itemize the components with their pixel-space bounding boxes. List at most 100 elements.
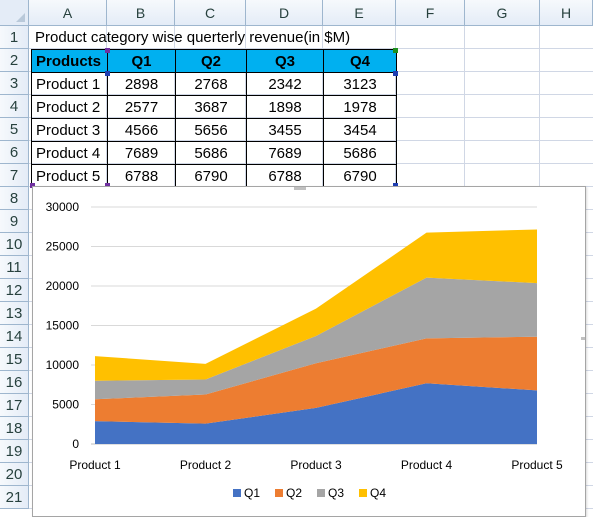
x-tick-label: Product 4 bbox=[401, 458, 453, 472]
table-header-cell[interactable]: Q1 bbox=[107, 49, 176, 73]
revenue-cell[interactable]: 3455 bbox=[246, 118, 324, 142]
legend-label-q1: Q1 bbox=[244, 486, 260, 500]
row-header-11[interactable]: 11 bbox=[0, 256, 29, 279]
column-header-d[interactable]: D bbox=[246, 0, 323, 26]
revenue-cell[interactable]: 5686 bbox=[175, 141, 247, 165]
x-tick-label: Product 1 bbox=[69, 458, 121, 472]
row-header-14[interactable]: 14 bbox=[0, 325, 29, 348]
chart-area[interactable]: 0 5000 10000 15000 20000 25000 30000 Product 1 P… bbox=[32, 186, 586, 517]
table-header-cell[interactable]: Q2 bbox=[175, 49, 247, 73]
revenue-cell[interactable]: 6790 bbox=[175, 164, 247, 188]
product-name-cell[interactable]: Product 2 bbox=[31, 95, 108, 119]
select-all-corner[interactable] bbox=[0, 0, 29, 26]
product-name-cell[interactable]: Product 3 bbox=[31, 118, 108, 142]
range-selection-handle[interactable] bbox=[393, 71, 398, 76]
revenue-cell[interactable]: 1978 bbox=[323, 95, 397, 119]
row-header-12[interactable]: 12 bbox=[0, 279, 29, 302]
row-header-2[interactable]: 2 bbox=[0, 49, 29, 72]
row-header-19[interactable]: 19 bbox=[0, 440, 29, 463]
legend-swatch-q1 bbox=[233, 489, 241, 497]
product-name-cell[interactable]: Product 4 bbox=[31, 141, 108, 165]
revenue-cell[interactable]: 3687 bbox=[175, 95, 247, 119]
sheet-title-cell[interactable]: Product category wise querterly revenue(… bbox=[35, 29, 351, 46]
row-header-6[interactable]: 6 bbox=[0, 141, 29, 164]
area-series-q3[interactable] bbox=[95, 277, 537, 400]
y-tick-label: 20000 bbox=[46, 279, 80, 293]
stacked-area-chart[interactable]: 0 5000 10000 15000 20000 25000 30000 Product 1 P… bbox=[33, 187, 585, 516]
revenue-cell[interactable]: 6788 bbox=[246, 164, 324, 188]
row-header-5[interactable]: 5 bbox=[0, 118, 29, 141]
y-tick-label: 0 bbox=[72, 437, 79, 451]
gridline-horizontal bbox=[29, 163, 593, 164]
row-header-10[interactable]: 10 bbox=[0, 233, 29, 256]
y-tick-label: 15000 bbox=[46, 319, 80, 333]
revenue-cell[interactable]: 2342 bbox=[246, 72, 324, 96]
range-selection-handle[interactable] bbox=[105, 71, 110, 76]
revenue-cell[interactable]: 2577 bbox=[107, 95, 176, 119]
x-tick-label: Product 2 bbox=[180, 458, 232, 472]
y-tick-label: 5000 bbox=[52, 398, 79, 412]
revenue-cell[interactable]: 2768 bbox=[175, 72, 247, 96]
row-header-1[interactable]: 1 bbox=[0, 26, 29, 49]
x-tick-label: Product 3 bbox=[290, 458, 342, 472]
column-header-b[interactable]: B bbox=[107, 0, 175, 26]
chart-resize-grip[interactable] bbox=[581, 337, 585, 340]
column-header-e[interactable]: E bbox=[323, 0, 396, 26]
revenue-cell[interactable]: 5686 bbox=[323, 141, 397, 165]
column-header-f[interactable]: F bbox=[396, 0, 465, 26]
area-series-q4[interactable] bbox=[95, 229, 537, 381]
x-tick-label: Product 5 bbox=[511, 458, 563, 472]
legend-swatch-q3 bbox=[317, 489, 325, 497]
row-header-9[interactable]: 9 bbox=[0, 210, 29, 233]
range-selection-handle[interactable] bbox=[30, 183, 35, 188]
legend-label-q3: Q3 bbox=[328, 486, 344, 500]
revenue-cell[interactable]: 3123 bbox=[323, 72, 397, 96]
row-header-15[interactable]: 15 bbox=[0, 348, 29, 371]
column-header-c[interactable]: C bbox=[175, 0, 246, 26]
legend-label-q2: Q2 bbox=[286, 486, 302, 500]
row-header-21[interactable]: 21 bbox=[0, 486, 29, 509]
row-header-13[interactable]: 13 bbox=[0, 302, 29, 325]
revenue-cell[interactable]: 2898 bbox=[107, 72, 176, 96]
area-series-q2[interactable] bbox=[95, 336, 537, 424]
revenue-cell[interactable]: 7689 bbox=[107, 141, 176, 165]
y-tick-label: 10000 bbox=[46, 358, 80, 372]
y-tick-label: 30000 bbox=[46, 200, 80, 214]
revenue-cell[interactable]: 1898 bbox=[246, 95, 324, 119]
revenue-cell[interactable]: 7689 bbox=[246, 141, 324, 165]
column-header-h[interactable]: H bbox=[540, 0, 593, 26]
column-header-g[interactable]: G bbox=[465, 0, 540, 26]
range-selection-handle[interactable] bbox=[393, 183, 398, 188]
row-header-3[interactable]: 3 bbox=[0, 72, 29, 95]
row-header-4[interactable]: 4 bbox=[0, 95, 29, 118]
area-series-q1[interactable] bbox=[95, 383, 537, 444]
range-selection-handle[interactable] bbox=[393, 48, 398, 53]
row-header-16[interactable]: 16 bbox=[0, 371, 29, 394]
legend-swatch-q2 bbox=[275, 489, 283, 497]
select-all-triangle-icon bbox=[16, 13, 25, 22]
row-header-17[interactable]: 17 bbox=[0, 394, 29, 417]
product-name-cell[interactable]: Product 1 bbox=[31, 72, 108, 96]
table-header-cell[interactable]: Q4 bbox=[323, 49, 397, 73]
row-header-8[interactable]: 8 bbox=[0, 187, 29, 210]
row-header-7[interactable]: 7 bbox=[0, 164, 29, 187]
column-header-a[interactable]: A bbox=[29, 0, 107, 26]
table-header-cell[interactable]: Products bbox=[31, 49, 108, 73]
revenue-cell[interactable]: 5656 bbox=[175, 118, 247, 142]
row-header-20[interactable]: 20 bbox=[0, 463, 29, 486]
chart-resize-grip[interactable] bbox=[294, 187, 306, 190]
product-name-cell[interactable]: Product 5 bbox=[31, 164, 108, 188]
legend-label-q4: Q4 bbox=[370, 486, 386, 500]
revenue-cell[interactable]: 6790 bbox=[323, 164, 397, 188]
range-selection-handle[interactable] bbox=[105, 183, 110, 188]
revenue-cell[interactable]: 3454 bbox=[323, 118, 397, 142]
gridline-horizontal bbox=[29, 117, 593, 118]
revenue-cell[interactable]: 4566 bbox=[107, 118, 176, 142]
row-header-18[interactable]: 18 bbox=[0, 417, 29, 440]
legend-swatch-q4 bbox=[359, 489, 367, 497]
table-header-cell[interactable]: Q3 bbox=[246, 49, 324, 73]
revenue-cell[interactable]: 6788 bbox=[107, 164, 176, 188]
y-tick-label: 25000 bbox=[46, 240, 80, 254]
gridline-horizontal bbox=[29, 94, 593, 95]
range-selection-handle[interactable] bbox=[105, 48, 110, 53]
